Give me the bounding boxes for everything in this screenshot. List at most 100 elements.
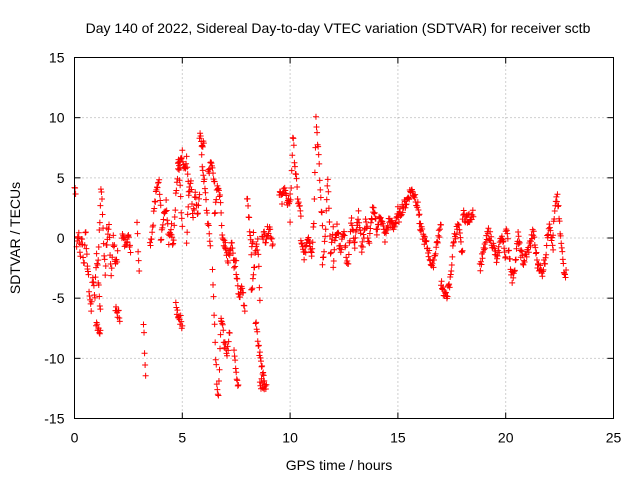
data-point	[452, 235, 459, 242]
data-point	[433, 239, 440, 246]
data-point	[179, 158, 186, 165]
data-point	[550, 246, 557, 253]
data-point	[281, 184, 288, 191]
data-point	[167, 226, 174, 233]
data-point	[160, 216, 167, 223]
data-point	[355, 216, 362, 223]
data-point	[212, 339, 219, 346]
data-point	[83, 245, 90, 252]
data-point	[371, 209, 378, 216]
data-point	[401, 197, 408, 204]
data-point	[513, 245, 520, 252]
data-point	[93, 250, 100, 257]
data-point	[512, 256, 519, 263]
data-point	[477, 258, 484, 265]
data-point	[90, 279, 97, 286]
data-point	[450, 238, 457, 245]
data-point	[371, 210, 378, 217]
data-point	[309, 239, 316, 246]
data-point	[550, 232, 557, 239]
data-point	[179, 322, 186, 329]
data-point	[531, 242, 538, 249]
data-point	[561, 271, 568, 278]
data-point	[81, 242, 88, 249]
data-point	[450, 239, 457, 246]
data-point	[127, 242, 134, 249]
data-point	[364, 234, 371, 241]
data-point	[257, 354, 264, 361]
data-point	[259, 362, 266, 369]
data-point	[478, 261, 485, 268]
data-point	[356, 219, 363, 226]
data-point	[77, 253, 84, 260]
data-point	[91, 291, 98, 298]
data-point	[124, 232, 131, 239]
y-tick-label: -5	[52, 290, 65, 306]
data-point	[95, 243, 102, 250]
data-point	[232, 365, 239, 372]
data-point	[349, 222, 356, 229]
data-point	[557, 232, 564, 239]
data-point	[308, 253, 315, 260]
data-point	[231, 264, 238, 271]
data-point	[157, 197, 164, 204]
data-point	[392, 220, 399, 227]
data-point	[232, 263, 239, 270]
data-point	[496, 249, 503, 256]
data-point	[494, 253, 501, 260]
data-point	[199, 143, 206, 150]
y-tick-label: 15	[49, 50, 65, 66]
data-point	[84, 268, 91, 275]
data-point	[91, 294, 98, 301]
data-point	[110, 232, 117, 239]
data-point	[510, 274, 517, 281]
data-point	[94, 260, 101, 267]
data-point	[241, 302, 248, 309]
data-point	[225, 251, 232, 258]
data-point	[184, 229, 191, 236]
data-point	[528, 238, 535, 245]
data-point	[383, 230, 390, 237]
data-point	[156, 176, 163, 183]
data-point	[533, 257, 540, 264]
data-point	[295, 199, 302, 206]
data-point	[116, 315, 123, 322]
data-point	[287, 190, 294, 197]
data-point	[197, 133, 204, 140]
data-point	[319, 222, 326, 229]
data-point	[191, 207, 198, 214]
data-point	[546, 221, 553, 228]
data-point	[85, 271, 92, 278]
data-point	[356, 224, 363, 231]
data-point	[167, 231, 174, 238]
data-point	[214, 186, 221, 193]
data-point	[501, 245, 508, 252]
data-point	[232, 357, 239, 364]
data-point	[342, 244, 349, 251]
data-point	[457, 238, 464, 245]
data-point	[518, 247, 525, 254]
data-point	[106, 234, 113, 241]
data-point	[249, 285, 256, 292]
data-point	[403, 201, 410, 208]
data-point	[269, 241, 276, 248]
data-point	[505, 247, 512, 254]
data-point	[500, 238, 507, 245]
data-point	[253, 319, 260, 326]
data-point	[434, 239, 441, 246]
data-point	[310, 223, 317, 230]
data-point	[192, 194, 199, 201]
data-point	[190, 205, 197, 212]
data-point	[211, 321, 218, 328]
data-point	[228, 239, 235, 246]
data-point	[95, 257, 102, 264]
data-point	[289, 152, 296, 159]
data-point	[375, 221, 382, 228]
data-point	[102, 272, 109, 279]
data-point	[215, 392, 222, 399]
data-point	[369, 204, 376, 211]
data-point	[369, 216, 376, 223]
data-point	[507, 255, 514, 262]
data-point	[301, 256, 308, 263]
